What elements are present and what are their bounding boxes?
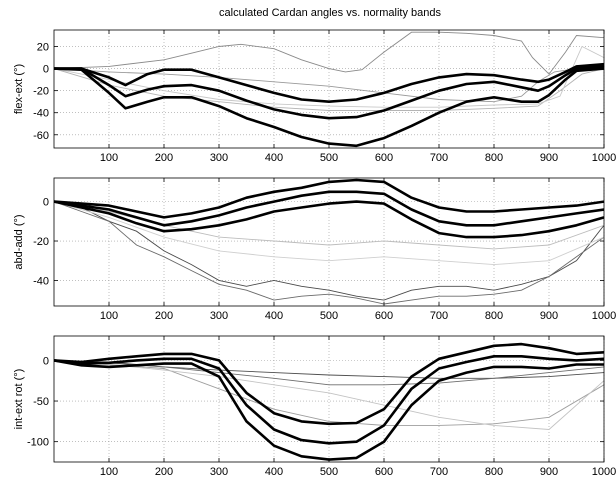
y-tick-label: 0 xyxy=(43,64,49,76)
subplot-2: 100 200 300 400 500 600 700 800 900 1000 0 -20 -40 ab… xyxy=(13,177,616,322)
plot-lines xyxy=(54,342,604,461)
x-tick-label: 300 xyxy=(210,466,228,478)
x-tick-label: 600 xyxy=(375,466,393,478)
x-tick-label: 200 xyxy=(155,310,173,322)
band-upper-line xyxy=(54,342,604,426)
x-tick-label: 1000 xyxy=(592,152,616,164)
x-tick-label: 700 xyxy=(430,152,448,164)
band-upper-line xyxy=(54,62,604,103)
x-tick-label: 900 xyxy=(540,466,558,478)
band-mean-line xyxy=(54,355,604,445)
subject-curve-1 xyxy=(54,201,604,301)
subject-curve-2 xyxy=(54,68,604,103)
y-tick-label: -40 xyxy=(33,275,49,287)
x-tick-label: 1000 xyxy=(592,466,616,478)
subject-curve-4 xyxy=(54,359,604,430)
y-axis-label: int-ext rot (°) xyxy=(13,369,25,430)
x-tick-label: 800 xyxy=(485,466,503,478)
x-tick-label: 400 xyxy=(265,152,283,164)
x-tick-label: 600 xyxy=(375,152,393,164)
figure-title: calculated Cardan angles vs. normality b… xyxy=(219,7,441,19)
x-tick-label: 900 xyxy=(540,152,558,164)
subplot-1: 100 200 300 400 500 600 700 800 900 1000200-20-40… xyxy=(13,29,616,164)
x-tick-label: 100 xyxy=(100,152,118,164)
subplot-3: 100 200 300 400 500 600 700 800 900 1000 0 -50 -100i… xyxy=(13,335,616,478)
x-tick-label: 300 xyxy=(210,310,228,322)
band-lower-line xyxy=(54,200,604,239)
subject-curve-2 xyxy=(54,201,604,305)
x-tick-label: 400 xyxy=(265,310,283,322)
subject-curve-1 xyxy=(54,31,604,75)
x-tick-label: 200 xyxy=(155,152,173,164)
plot-lines xyxy=(54,31,604,148)
y-axis-label: flex-ext (°) xyxy=(13,64,25,114)
subject-curve-3 xyxy=(54,359,604,426)
y-tick-label: 20 xyxy=(37,42,49,54)
y-tick-label: -50 xyxy=(33,396,49,408)
x-tick-label: 700 xyxy=(430,310,448,322)
y-tick-label: 0 xyxy=(43,355,49,367)
subject-curve-4 xyxy=(54,45,604,108)
band-mean-line xyxy=(54,190,604,227)
y-tick-label: 0 xyxy=(43,197,49,209)
x-tick-label: 800 xyxy=(485,152,503,164)
plot-area xyxy=(54,30,604,148)
x-tick-label: 1000 xyxy=(592,310,616,322)
x-tick-label: 500 xyxy=(320,310,338,322)
x-tick-label: 100 xyxy=(100,310,118,322)
x-tick-label: 600 xyxy=(375,310,393,322)
x-tick-label: 500 xyxy=(320,152,338,164)
x-tick-label: 500 xyxy=(320,466,338,478)
y-tick-label: -20 xyxy=(33,236,49,248)
y-tick-label: -60 xyxy=(33,130,49,142)
y-tick-label: -20 xyxy=(33,86,49,98)
y-tick-label: -40 xyxy=(33,108,49,120)
y-axis-label: abd-add (°) xyxy=(13,214,25,269)
x-tick-label: 400 xyxy=(265,466,283,478)
x-tick-label: 800 xyxy=(485,310,503,322)
x-tick-label: 100 xyxy=(100,466,118,478)
x-tick-label: 700 xyxy=(430,466,448,478)
band-lower-line xyxy=(54,67,604,148)
subject-curve-4 xyxy=(54,201,604,266)
x-tick-label: 900 xyxy=(540,310,558,322)
x-tick-label: 200 xyxy=(155,466,173,478)
y-tick-label: -100 xyxy=(27,437,49,449)
band-mean-line xyxy=(54,65,604,120)
x-tick-label: 300 xyxy=(210,152,228,164)
